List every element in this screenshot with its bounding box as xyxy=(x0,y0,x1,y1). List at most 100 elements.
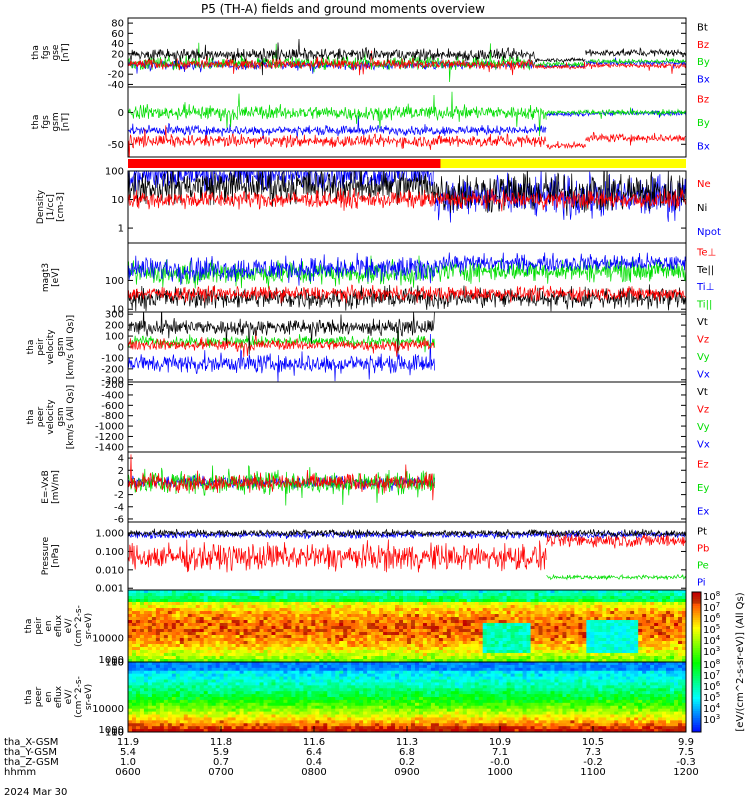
spectrogram-cell xyxy=(187,676,193,681)
spectrogram-cell xyxy=(454,614,460,618)
spectrogram-cell xyxy=(187,708,193,713)
spectrogram-cell xyxy=(203,632,209,636)
spectrogram-cell xyxy=(347,653,352,657)
spectrogram-cell xyxy=(199,647,205,651)
spectrogram-cell xyxy=(554,635,560,639)
spectrogram-cell xyxy=(582,593,587,597)
spectrogram-cell xyxy=(542,632,548,636)
spectrogram-cell xyxy=(470,635,476,639)
spectrogram-cell xyxy=(450,650,456,654)
spectrogram-cell xyxy=(187,714,193,719)
spectrogram-cell xyxy=(602,620,607,624)
spectrogram-cell xyxy=(283,667,289,672)
spectrogram-cell xyxy=(239,632,245,636)
spectrogram-cell xyxy=(163,723,169,727)
spectrogram-cell xyxy=(542,650,548,654)
spectrogram-cell xyxy=(231,697,237,701)
spectrogram-cell xyxy=(147,653,153,657)
spectrogram-cell xyxy=(359,632,364,636)
spectrogram-cell xyxy=(434,614,440,618)
spectrogram-cell xyxy=(678,650,683,654)
spectrogram-cell xyxy=(191,699,197,704)
spectrogram-cell xyxy=(207,593,213,597)
spectrogram-cell xyxy=(187,723,193,727)
spectrogram-cell xyxy=(147,726,153,730)
spectrogram-cell xyxy=(662,653,667,657)
spectrogram-cell xyxy=(339,662,344,666)
spectrogram-cell xyxy=(614,629,619,633)
spectrogram-cell xyxy=(259,593,265,597)
spectrogram-cell xyxy=(442,620,448,624)
legend-label: Vx xyxy=(697,439,710,450)
spectrogram-cell xyxy=(550,641,556,645)
spectrogram-cell xyxy=(582,608,587,612)
spectrogram-cell xyxy=(642,629,647,633)
spectrogram-cell xyxy=(143,697,149,701)
spectrogram-cell xyxy=(498,659,504,662)
spectrogram-cell xyxy=(191,664,197,669)
spectrogram-cell xyxy=(147,667,153,672)
spectrogram-cell xyxy=(490,632,496,636)
spectrogram-cell xyxy=(155,656,161,660)
spectrogram-cell xyxy=(638,635,643,639)
spectrogram-cell xyxy=(131,614,137,618)
y-axis-label-line: tha xyxy=(24,690,34,705)
spectrogram-cell xyxy=(630,650,635,654)
spectrogram-cell xyxy=(407,659,412,662)
spectrogram-cell xyxy=(678,653,683,657)
spectrogram-cell xyxy=(167,635,173,639)
spectrogram-cell xyxy=(666,590,671,594)
spectrogram-cell xyxy=(486,626,492,630)
spectrogram-cell xyxy=(275,659,281,662)
spectrogram-cell xyxy=(231,611,237,615)
spectrogram-cell xyxy=(518,623,524,627)
spectrogram-cell xyxy=(179,590,185,594)
spectrogram-cell xyxy=(582,656,587,660)
spectrogram-cell xyxy=(534,635,540,639)
spectrogram-cell xyxy=(163,653,169,657)
spectrogram-cell xyxy=(267,699,273,704)
spectrogram-cell xyxy=(670,599,675,603)
spectrogram-cell xyxy=(327,623,332,627)
spectrogram-cell xyxy=(570,614,575,618)
spectrogram-cell xyxy=(391,605,396,609)
spectrogram-cell xyxy=(674,611,679,615)
spectrogram-cell xyxy=(546,650,552,654)
spectrogram-cell xyxy=(315,620,320,624)
spectrogram-cell xyxy=(159,697,165,701)
spectrogram-cell xyxy=(538,647,544,651)
spectrogram-cell xyxy=(351,632,356,636)
spectrogram-cell xyxy=(474,629,480,633)
spectrogram-cell xyxy=(538,638,544,642)
spectrogram-cell xyxy=(227,596,233,600)
spectrogram-cell xyxy=(139,662,145,666)
spectrogram-cell xyxy=(283,623,289,627)
spectrogram-cell xyxy=(387,590,392,594)
spectrogram-cell xyxy=(175,720,181,724)
spectrogram-cell xyxy=(223,605,229,609)
spectrogram-cell xyxy=(311,650,316,654)
spectrogram-cell xyxy=(522,617,528,621)
spectrogram-cell xyxy=(223,711,229,716)
spectrogram-cell xyxy=(614,632,619,636)
spectrogram-cell xyxy=(399,629,404,633)
spectrogram-cell xyxy=(183,688,189,692)
spectrogram-cell xyxy=(594,647,599,651)
spectrogram-cell xyxy=(418,644,424,648)
spectrogram-cell xyxy=(175,605,181,609)
spectrogram-cell xyxy=(323,656,328,660)
spectrogram-cell xyxy=(303,644,308,648)
spectrogram-cell xyxy=(486,650,492,654)
spectrogram-cell xyxy=(434,653,440,657)
spectrogram-cell xyxy=(371,641,376,645)
spectrogram-cell xyxy=(151,656,157,660)
spectrogram-cell xyxy=(263,697,269,701)
spectrogram-cell xyxy=(634,641,639,645)
spectrogram-cell xyxy=(167,697,173,701)
spectrogram-cell xyxy=(510,611,516,615)
spectrogram-cell xyxy=(518,659,524,662)
spectrogram-cell xyxy=(231,632,237,636)
spectrogram-cell xyxy=(215,608,221,612)
spectrogram-cell xyxy=(191,647,197,651)
spectrogram-cell xyxy=(311,679,316,684)
